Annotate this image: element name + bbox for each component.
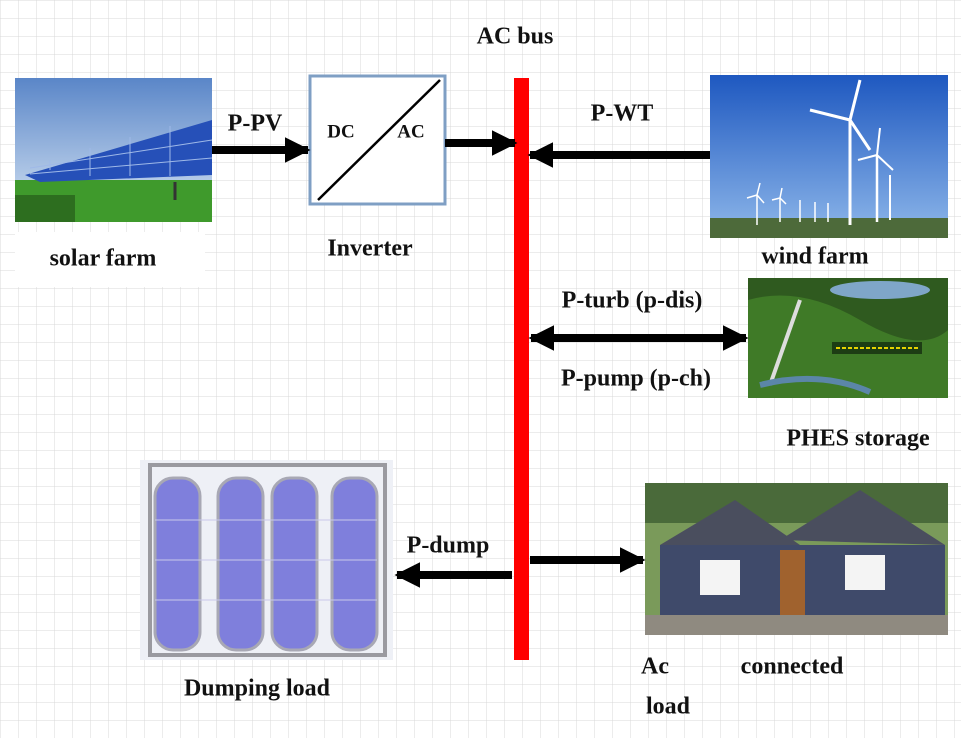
node-label: connected — [741, 654, 844, 680]
flow-label: P-turb (p-dis) — [562, 288, 703, 314]
solar-farm-image-part — [29, 126, 213, 176]
ac-load-image-part — [645, 483, 948, 523]
solar-farm-image-part-part — [29, 157, 213, 175]
wind-farm-image-part — [710, 218, 948, 238]
wind-farm-image-part-part-part — [771, 187, 787, 205]
node-label: Ac — [641, 654, 669, 680]
node-label: Dumping load — [184, 676, 331, 702]
phes-image-part — [832, 342, 922, 354]
node-label: wind farm — [761, 244, 868, 270]
phes-image-part — [759, 375, 872, 395]
ac-load-image-part — [700, 560, 740, 595]
wind-farm-image-part — [746, 79, 894, 225]
wind-farm-image-part-part-part — [746, 182, 765, 204]
ac-bus — [514, 78, 529, 660]
node-label: PHES storage — [786, 426, 930, 452]
phes-image-part — [830, 281, 930, 299]
arrows — [212, 130, 749, 588]
wind-farm-image-part-part — [857, 127, 894, 171]
node-label: load — [646, 694, 691, 720]
dumping-load-image-part — [155, 519, 377, 601]
dumping-load-image-part — [148, 463, 387, 657]
solar-farm-image — [15, 78, 213, 222]
node-label: solar farm — [50, 246, 157, 272]
wind-farm-image-part-part — [809, 79, 872, 151]
inverter-box-part — [317, 79, 441, 201]
inverter-input: DC — [327, 121, 354, 142]
ac-load-image-part — [780, 490, 945, 545]
dumping-load-image-part — [153, 476, 379, 652]
phes-image-part — [768, 299, 802, 386]
ac-load-image-part — [660, 500, 800, 545]
inverter-box — [308, 74, 447, 206]
solar-farm-image-part — [15, 195, 75, 222]
dumping-load-image-part-part — [270, 476, 319, 652]
flow-label: P-PV — [228, 111, 283, 137]
flow-label: P-dump — [407, 533, 490, 559]
wind-farm-image — [710, 75, 948, 238]
dumping-load-image-part-part — [330, 476, 379, 652]
wind-farm-image-part-part — [746, 182, 829, 225]
phes-image — [748, 278, 948, 398]
ac-load-image-part — [780, 550, 805, 615]
solar-farm-image-part-part — [29, 139, 213, 169]
solar-farm-image-part — [25, 120, 212, 182]
dumping-load-image-part-part — [216, 476, 265, 652]
dumping-load-image — [140, 460, 393, 660]
dumping-load-image-part-part — [153, 476, 202, 652]
flow-label: P-pump (p-ch) — [561, 366, 711, 392]
ac-load-image — [645, 483, 948, 635]
node-label: Inverter — [327, 236, 413, 262]
bus-label: AC bus — [477, 24, 554, 50]
inverter-output: AC — [397, 121, 424, 142]
ac-load-image-part — [645, 615, 948, 635]
wind-farm-image-part — [710, 75, 948, 238]
label-background — [15, 232, 205, 287]
flow-label: P-WT — [591, 101, 654, 127]
ac-load-image-part — [845, 555, 885, 590]
